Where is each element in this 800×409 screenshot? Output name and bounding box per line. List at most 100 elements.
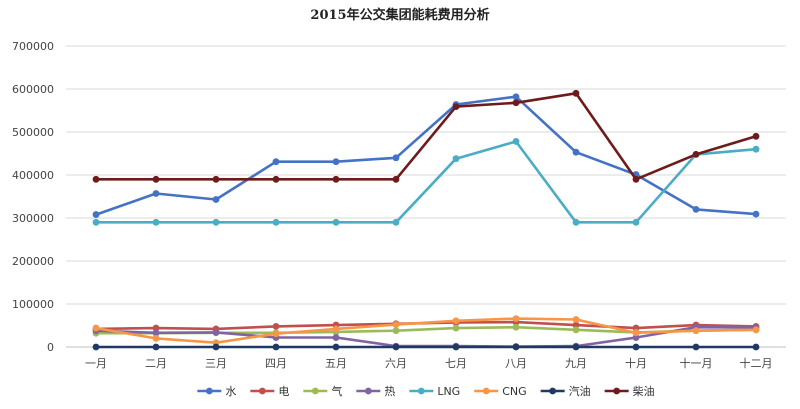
data-point bbox=[452, 317, 460, 325]
data-point bbox=[272, 330, 280, 338]
data-point bbox=[392, 343, 400, 351]
data-point bbox=[572, 89, 580, 97]
data-point bbox=[752, 326, 760, 334]
data-point bbox=[692, 343, 700, 351]
legend-item-气: 气 bbox=[303, 384, 342, 398]
legend-item-CNG: CNG bbox=[474, 385, 527, 398]
data-point bbox=[452, 324, 460, 332]
data-point bbox=[92, 175, 100, 183]
data-point bbox=[152, 324, 160, 332]
y-tick-label: 200000 bbox=[12, 255, 54, 268]
data-point bbox=[152, 218, 160, 226]
data-point bbox=[332, 218, 340, 226]
data-point bbox=[752, 132, 760, 140]
series-group bbox=[92, 89, 760, 351]
legend-marker bbox=[311, 387, 319, 395]
x-tick-label: 十一月 bbox=[680, 356, 713, 370]
data-point bbox=[572, 316, 580, 323]
legend-label: 电 bbox=[278, 385, 289, 398]
x-tick-label: 五月 bbox=[325, 357, 347, 370]
x-tick-label: 九月 bbox=[565, 357, 587, 370]
legend-label: CNG bbox=[502, 385, 526, 398]
legend-marker bbox=[549, 387, 557, 395]
legend-item-热: 热 bbox=[356, 385, 395, 398]
legend-label: LNG bbox=[437, 385, 460, 398]
data-point bbox=[512, 93, 520, 101]
data-point bbox=[692, 327, 700, 335]
y-tick-label: 600000 bbox=[12, 83, 54, 96]
data-point bbox=[212, 218, 220, 226]
y-tick-label: 400000 bbox=[12, 169, 54, 182]
y-tick-label: 700000 bbox=[12, 40, 54, 53]
legend-label: 热 bbox=[384, 385, 395, 398]
data-point bbox=[572, 326, 580, 334]
data-point bbox=[512, 138, 520, 145]
data-point bbox=[332, 334, 340, 341]
x-tick-label: 一月 bbox=[85, 357, 107, 370]
data-point bbox=[332, 158, 340, 166]
data-point bbox=[452, 343, 460, 351]
x-tick-label: 四月 bbox=[265, 357, 287, 370]
data-point bbox=[212, 328, 220, 336]
data-point bbox=[332, 343, 340, 351]
data-point bbox=[692, 150, 700, 158]
legend-label: 气 bbox=[331, 384, 342, 398]
legend-marker bbox=[417, 387, 425, 395]
legend-marker bbox=[364, 387, 372, 395]
data-point bbox=[752, 210, 760, 218]
x-tick-label: 十二月 bbox=[740, 356, 773, 370]
data-point bbox=[632, 334, 640, 341]
chart-title: 2015年公交集团能耗费用分析 bbox=[310, 7, 489, 23]
data-point bbox=[92, 211, 100, 218]
data-point bbox=[512, 343, 520, 351]
data-point bbox=[452, 155, 460, 163]
x-tick-label: 二月 bbox=[145, 357, 167, 370]
legend-item-LNG: LNG bbox=[409, 385, 460, 398]
legend-marker bbox=[205, 387, 213, 395]
data-point bbox=[452, 103, 460, 111]
series-柴油 bbox=[92, 89, 760, 183]
data-point bbox=[92, 343, 100, 351]
data-point bbox=[752, 343, 760, 351]
data-point bbox=[152, 335, 160, 342]
data-point bbox=[392, 321, 400, 329]
data-point bbox=[152, 190, 160, 197]
y-tick-label: 500000 bbox=[12, 126, 54, 139]
legend-item-柴油: 柴油 bbox=[604, 384, 655, 398]
legend-marker bbox=[613, 387, 621, 395]
data-point bbox=[632, 218, 640, 226]
data-point bbox=[392, 175, 400, 183]
legend-item-汽油: 汽油 bbox=[540, 384, 591, 398]
data-point bbox=[272, 158, 280, 166]
data-point bbox=[152, 329, 160, 337]
data-point bbox=[152, 175, 160, 183]
x-axis: 一月 二月 三月 四月 五月 六月 七月 八月 九月 十月 十一月 十二月 bbox=[85, 356, 773, 370]
data-point bbox=[272, 175, 280, 183]
data-point bbox=[212, 196, 220, 203]
data-point bbox=[272, 322, 280, 330]
data-point bbox=[512, 315, 520, 323]
legend-label: 柴油 bbox=[633, 384, 655, 398]
data-point bbox=[512, 323, 520, 331]
data-point bbox=[392, 218, 400, 226]
legend-label: 汽油 bbox=[569, 384, 591, 398]
legend-item-电: 电 bbox=[250, 385, 289, 398]
legend: 水 电 气 热 LNG CNG 汽油 柴油 bbox=[197, 384, 655, 398]
data-point bbox=[392, 327, 400, 335]
x-tick-label: 七月 bbox=[445, 357, 467, 370]
series-line bbox=[96, 92, 757, 181]
data-point bbox=[572, 321, 580, 329]
data-point bbox=[752, 145, 760, 153]
data-point bbox=[692, 206, 700, 213]
series-水 bbox=[92, 93, 760, 218]
series-line bbox=[96, 140, 757, 224]
data-point bbox=[332, 325, 340, 333]
data-point bbox=[212, 343, 220, 351]
data-point bbox=[632, 329, 640, 337]
data-point bbox=[572, 148, 580, 156]
legend-marker bbox=[482, 387, 490, 395]
data-point bbox=[152, 343, 160, 351]
x-tick-label: 八月 bbox=[505, 357, 527, 370]
